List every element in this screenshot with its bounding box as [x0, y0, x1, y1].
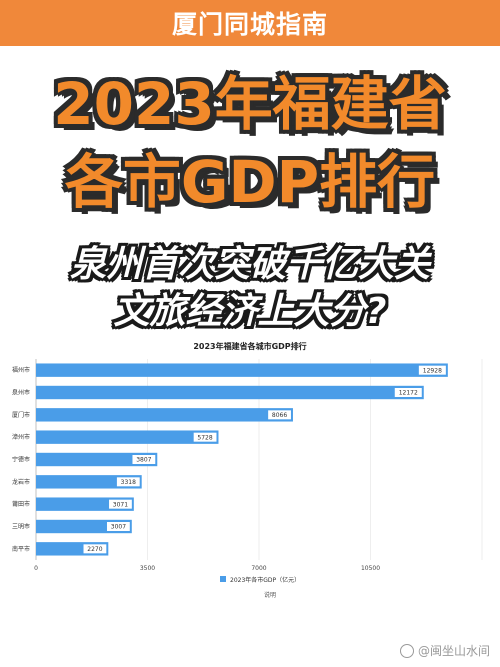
subtitle-line-1: 泉州首次突破千亿大关 [69, 244, 430, 285]
x-tick-label: 0 [34, 565, 38, 572]
category-label: 泉州市 [12, 389, 30, 397]
value-label-box [109, 499, 132, 509]
chart-title: 2023年福建省各城市GDP排行 [193, 341, 306, 351]
x-tick-label: 10500 [361, 565, 380, 572]
category-label: 南平市 [12, 545, 30, 553]
category-label: 莆田市 [12, 500, 30, 508]
category-label: 漳州市 [12, 433, 30, 441]
value-label: 3318 [121, 479, 136, 486]
subtitle-line-2: 文旅经济上大分? [113, 291, 387, 332]
chart-legend: 2023年各市GDP（亿元） [220, 576, 300, 584]
value-label-box [268, 410, 291, 420]
legend-label: 2023年各市GDP（亿元） [230, 576, 300, 584]
bar [36, 385, 424, 400]
value-label: 3071 [113, 501, 128, 508]
banner-title: 厦门同城指南 [171, 10, 328, 39]
watermark: @闽坐山水间 [399, 642, 490, 659]
x-tick-label: 3500 [140, 565, 155, 572]
category-label: 三明市 [12, 523, 30, 531]
gdp-chart: 2023年福建省各城市GDP排行 福州市 12928 泉州市 12172 厦门市 8066… [0, 335, 500, 625]
value-label: 3007 [111, 524, 126, 531]
value-label: 12928 [423, 367, 442, 374]
bar [36, 363, 448, 377]
value-label-box [132, 455, 156, 464]
bar [36, 408, 293, 422]
bar [36, 452, 158, 467]
value-label: 3807 [136, 457, 151, 464]
value-label: 2270 [87, 546, 102, 553]
chart-footnote: 说明 [264, 591, 276, 599]
value-label-box [394, 388, 422, 397]
value-label-box [106, 522, 130, 531]
value-label: 12172 [399, 390, 418, 397]
value-label-box [193, 432, 217, 442]
header-banner: 厦门同城指南 [0, 0, 500, 46]
value-label-box [418, 365, 446, 375]
x-tick-label: 7000 [251, 565, 266, 572]
category-label: 厦门市 [12, 411, 30, 419]
search-circle-icon [399, 643, 414, 658]
watermark-text: @闽坐山水间 [417, 644, 490, 658]
category-label: 福州市 [12, 366, 30, 374]
category-label: 宁德市 [12, 456, 30, 464]
value-label-box [116, 477, 140, 487]
bar [36, 430, 219, 444]
value-label: 8066 [272, 412, 287, 419]
chart-svg: 2023年福建省各城市GDP排行 福州市 12928 泉州市 12172 厦门市 8066… [12, 341, 483, 599]
value-label: 5728 [197, 434, 212, 441]
headline-line-2: 各市GDP排行 [64, 148, 436, 216]
headline-line-1: 2023年福建省 [53, 70, 447, 138]
value-label-box [83, 544, 107, 554]
legend-swatch [220, 576, 226, 582]
bar [36, 475, 142, 489]
category-label: 龙岩市 [12, 478, 30, 486]
